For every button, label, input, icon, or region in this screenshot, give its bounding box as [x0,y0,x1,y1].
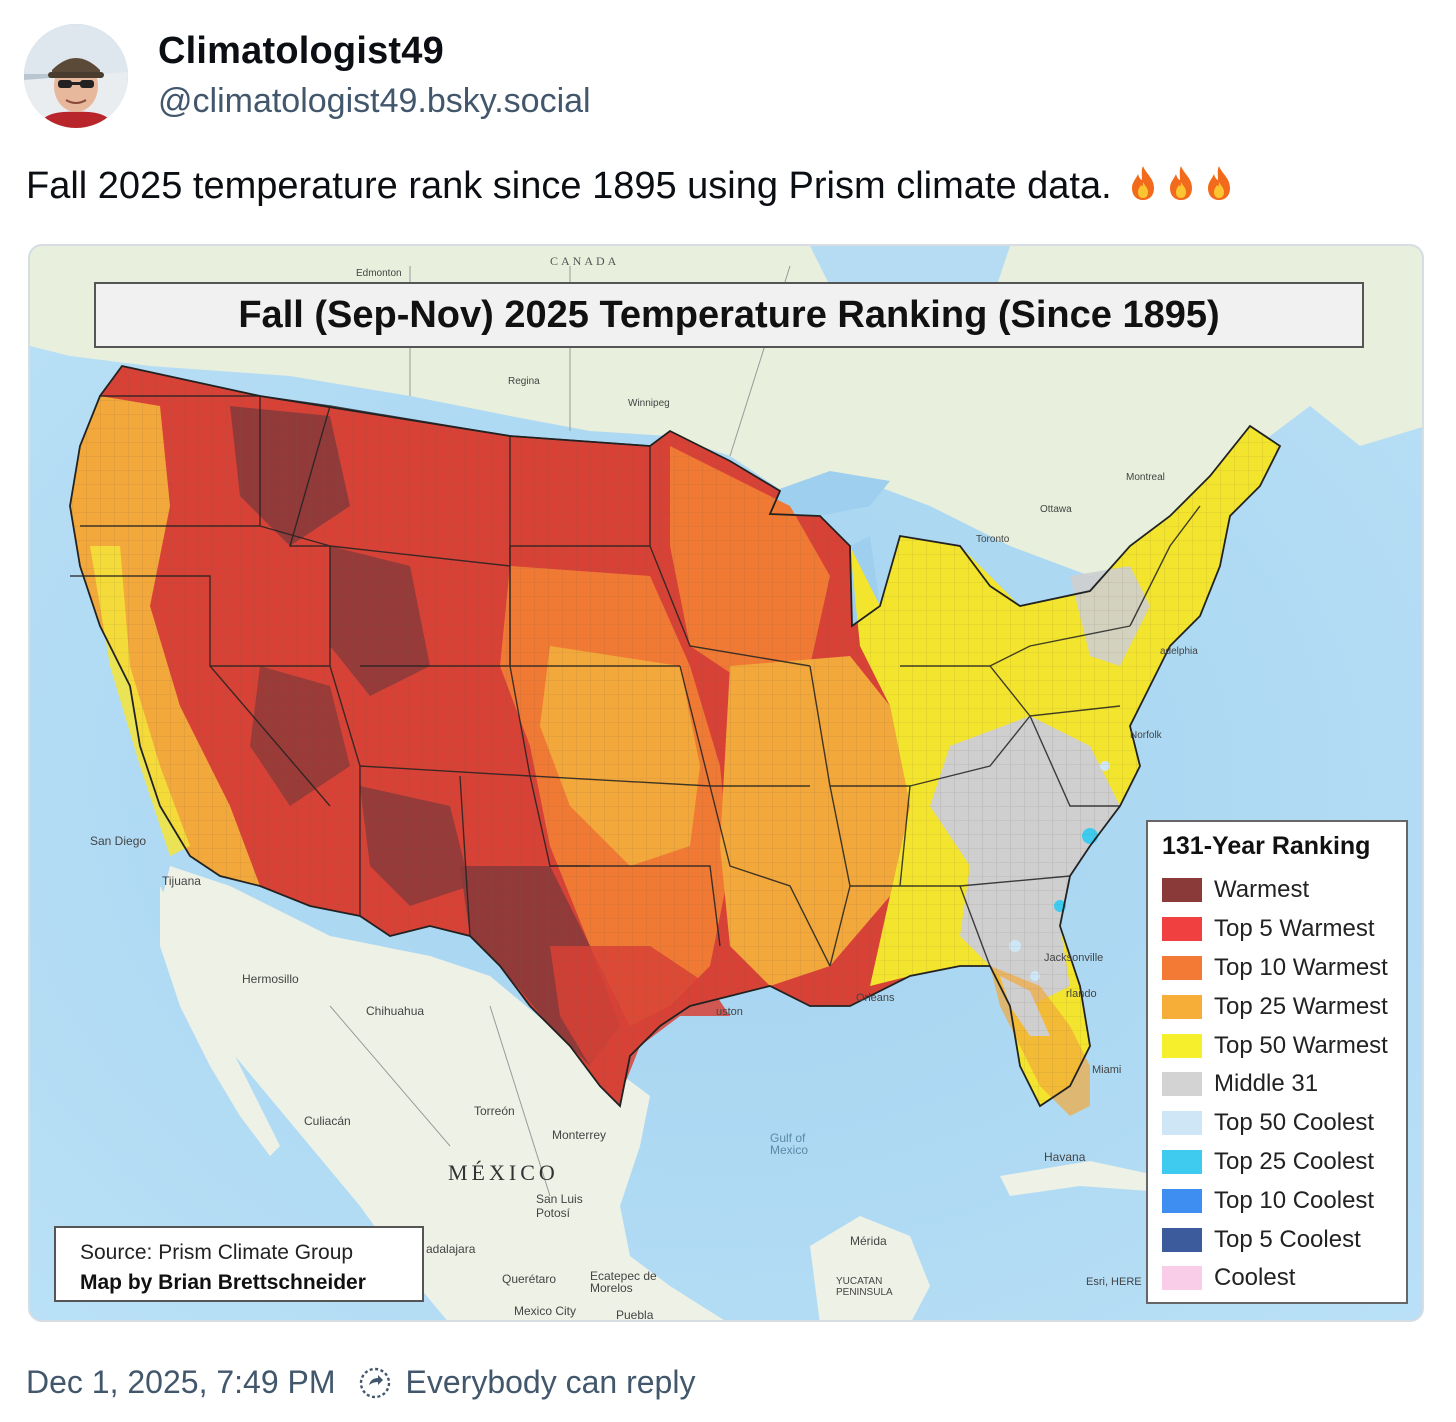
map-legend: 131-Year Ranking Warmest Top 5 Warmest Top… [1146,820,1408,1304]
legend-label: Top 50 Coolest [1214,1109,1375,1137]
label-queretaro: Querétaro [502,1272,557,1286]
reply-settings-icon [358,1366,392,1400]
label-canada: CANADA [550,254,620,268]
label-havana: Havana [1044,1150,1086,1164]
legend-item: Top 5 Coolest [1162,1220,1392,1259]
post-footer: Dec 1, 2025, 7:49 PM Everybody can reply [26,1364,695,1401]
legend-swatch [1162,1033,1202,1058]
label-torreon: Torreón [474,1104,515,1118]
label-new-orleans: Orleans [856,992,895,1004]
label-orlando: rlando [1066,988,1097,1000]
legend-swatch [1162,1188,1202,1213]
label-norfolk: Norfolk [1130,730,1162,741]
label-miami: Miami [1092,1064,1122,1076]
fire-icon [1202,164,1236,212]
fire-icon [1126,164,1160,212]
fire-icon [1164,164,1198,212]
legend-item: Coolest [1162,1259,1392,1298]
legend-item: Top 25 Coolest [1162,1143,1392,1182]
legend-swatch [1162,994,1202,1019]
avatar-image [24,24,128,128]
legend-swatch [1162,955,1202,980]
legend-items: Warmest Top 5 Warmest Top 10 Warmest Top 25… [1162,871,1392,1298]
legend-swatch [1162,1227,1202,1252]
legend-swatch [1162,1149,1202,1174]
author-display-name[interactable]: Climatologist49 [158,30,444,72]
reply-setting-text: Everybody can reply [405,1364,696,1400]
label-jacksonville: Jacksonville [1044,952,1104,964]
legend-item: Warmest [1162,871,1392,910]
label-merida: Mérida [850,1234,887,1248]
state-borders [70,395,1201,967]
label-puebla: Puebla [616,1308,654,1322]
legend-label: Warmest [1214,876,1310,904]
label-edmonton: Edmonton [356,268,402,279]
label-gulf-of-mexico: Gulf of Mexico [770,1131,809,1157]
legend-label: Top 10 Warmest [1214,953,1388,981]
label-philadelphia: adelphia [1160,646,1198,657]
label-mexico: MÉXICO [448,1160,559,1185]
credit-text: Map by Brian Brettschneider [80,1271,366,1294]
source-text: Source: Prism Climate Group [80,1241,354,1264]
legend-label: Coolest [1214,1264,1296,1292]
post-timestamp[interactable]: Dec 1, 2025, 7:49 PM [26,1364,336,1400]
label-toronto: Toronto [976,534,1010,545]
avatar[interactable] [24,24,128,128]
legend-label: Top 25 Coolest [1214,1147,1375,1175]
map-image[interactable]: CANADA Edmonton Regina Winnipeg Montreal… [28,244,1424,1322]
map-title: Fall (Sep-Nov) 2025 Temperature Ranking … [238,293,1220,336]
post-text-content: Fall 2025 temperature rank since 1895 us… [26,165,1112,207]
label-tijuana: Tijuana [162,874,201,888]
legend-item: Top 50 Coolest [1162,1104,1392,1143]
legend-label: Top 10 Coolest [1214,1186,1375,1214]
label-monterrey: Monterrey [552,1128,607,1142]
legend-item: Top 10 Coolest [1162,1181,1392,1220]
legend-item: Top 25 Warmest [1162,987,1392,1026]
legend-swatch [1162,878,1202,903]
mexico-land [160,866,724,1320]
legend-label: Top 25 Warmest [1214,992,1388,1020]
great-lakes [760,471,890,516]
legend-swatch [1162,1072,1202,1097]
label-san-diego: San Diego [90,834,147,848]
legend-swatch [1162,1266,1202,1291]
legend-title: 131-Year Ranking [1162,832,1371,860]
legend-item: Top 5 Warmest [1162,910,1392,949]
label-winnipeg: Winnipeg [628,398,670,409]
label-ottawa: Ottawa [1040,504,1072,515]
label-yucatan: YUCATAN PENINSULA [836,1276,893,1298]
source-box: Source: Prism Climate Group Map by Brian… [54,1226,424,1302]
legend-label: Top 5 Warmest [1214,915,1375,943]
legend-item: Top 10 Warmest [1162,949,1392,988]
author-handle[interactable]: @climatologist49.bsky.social [158,82,591,120]
legend-label: Middle 31 [1214,1070,1319,1098]
legend-item: Middle 31 [1162,1065,1392,1104]
label-mexico-city: Mexico City [514,1304,577,1318]
label-chihuahua: Chihuahua [366,1004,425,1018]
label-houston: uston [716,1006,743,1018]
map-title-box: Fall (Sep-Nov) 2025 Temperature Ranking … [94,282,1364,348]
label-regina: Regina [508,376,540,387]
label-hermosillo: Hermosillo [242,972,299,986]
legend-swatch [1162,1111,1202,1136]
post-text: Fall 2025 temperature rank since 1895 us… [26,164,1236,212]
label-guadalajara: adalajara [426,1242,476,1256]
legend-item: Top 50 Warmest [1162,1026,1392,1065]
label-montreal: Montreal [1126,472,1165,483]
label-culiacan: Culiacán [304,1114,351,1128]
label-ecatepec: Ecatepec de Morelos [590,1269,657,1295]
legend-label: Top 50 Warmest [1214,1031,1388,1059]
legend-label: Top 5 Coolest [1214,1225,1361,1253]
label-san-luis-potosi: San Luis Potosí [536,1192,583,1220]
legend-swatch [1162,917,1202,942]
label-esri-attribution: Esri, HERE [1086,1276,1142,1288]
